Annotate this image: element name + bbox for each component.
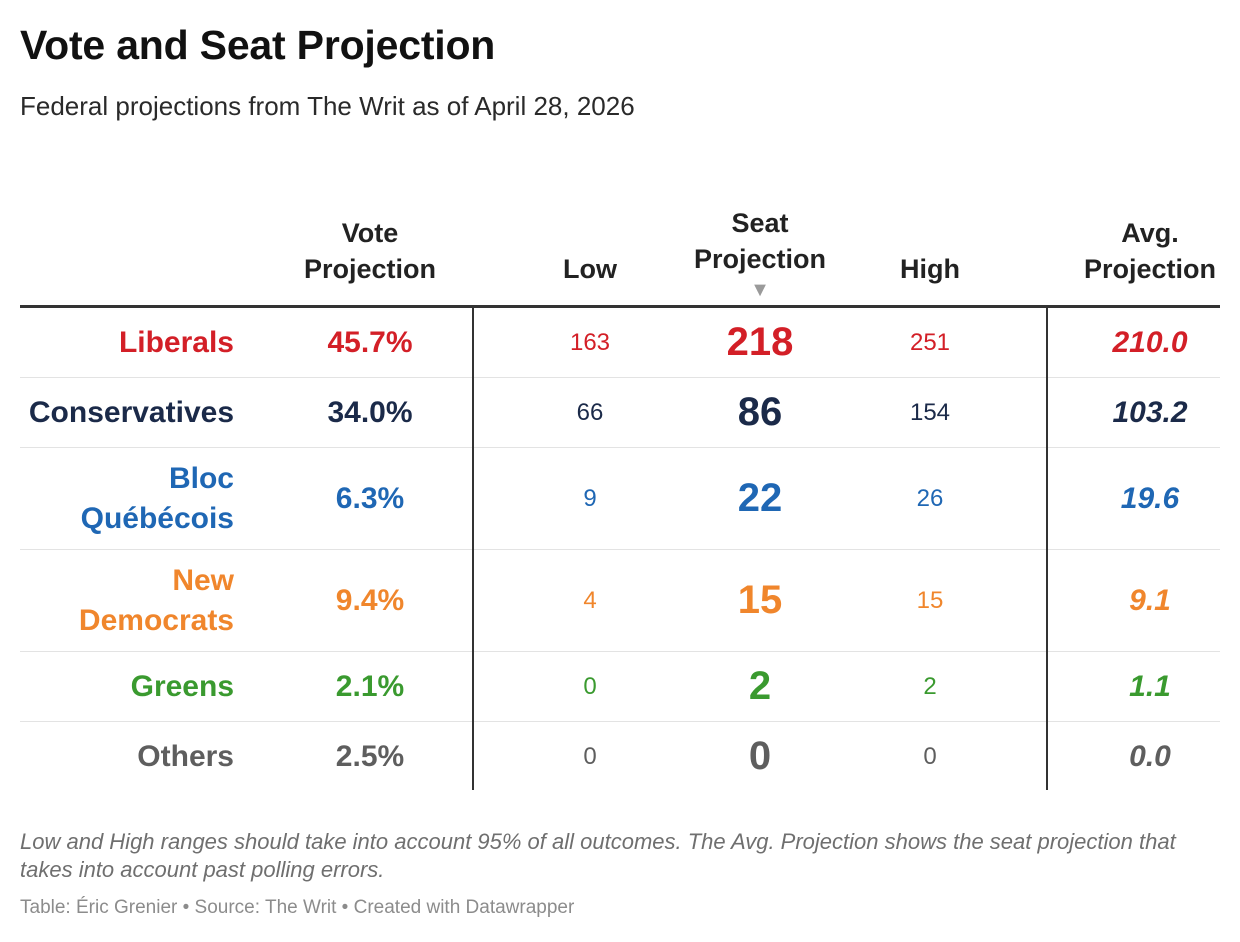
seat-projection-header[interactable]: Seat Projection ▼ bbox=[660, 205, 860, 301]
avg-projection-cell: 0.0 bbox=[1129, 739, 1171, 773]
column-divider-left bbox=[472, 308, 474, 790]
page-title: Vote and Seat Projection bbox=[20, 22, 496, 68]
page-subtitle: Federal projections from The Writ as of … bbox=[20, 91, 635, 121]
table-header: Vote Projection Low Seat Projection ▼ Hi… bbox=[20, 170, 1220, 308]
party-name-line1: New bbox=[172, 563, 234, 597]
table-row: Bloc Québécois 6.3% 9 22 26 19.6 bbox=[20, 448, 1220, 550]
vote-projection-cell: 6.3% bbox=[335, 481, 405, 515]
avg-projection-header[interactable]: Avg. Projection bbox=[1050, 215, 1240, 287]
vote-projection-cell: 2.1% bbox=[335, 669, 405, 703]
seat-projection-cell: 22 bbox=[737, 476, 783, 520]
party-name-cell: Liberals bbox=[20, 308, 234, 377]
high-header[interactable]: High bbox=[880, 251, 980, 287]
seat-header-line2: Projection bbox=[693, 244, 827, 274]
seat-projection-cell: 15 bbox=[737, 578, 783, 622]
table-row: Liberals 45.7% 163 218 251 210.0 bbox=[20, 308, 1220, 378]
party-name-line2: Democrats bbox=[78, 603, 234, 637]
avg-header-line2: Projection bbox=[1083, 254, 1217, 284]
avg-projection-cell: 103.2 bbox=[1112, 395, 1188, 429]
column-divider-right bbox=[1046, 308, 1048, 790]
vote-header-line2: Projection bbox=[303, 254, 437, 284]
table-row: Conservatives 34.0% 66 86 154 103.2 bbox=[20, 378, 1220, 448]
seat-projection-cell: 2 bbox=[748, 664, 772, 708]
party-name-cell: Conservatives bbox=[20, 378, 234, 447]
seat-high-cell: 251 bbox=[909, 328, 951, 356]
high-header-label: High bbox=[900, 254, 960, 284]
seat-high-cell: 2 bbox=[923, 672, 937, 700]
vote-projection-cell: 45.7% bbox=[327, 325, 413, 359]
table-row: Others 2.5% 0 0 0 0.0 bbox=[20, 722, 1220, 791]
vote-projection-header[interactable]: Vote Projection bbox=[270, 215, 470, 287]
seat-header-line1: Seat bbox=[731, 208, 789, 238]
party-name-line1: Liberals bbox=[118, 325, 234, 359]
vote-projection-cell: 34.0% bbox=[327, 395, 413, 429]
low-header[interactable]: Low bbox=[540, 251, 640, 287]
seat-low-cell: 66 bbox=[576, 398, 604, 426]
party-name-line1: Conservatives bbox=[28, 395, 234, 429]
party-name-line1: Greens bbox=[130, 669, 234, 703]
seat-low-cell: 163 bbox=[569, 328, 611, 356]
sort-descending-icon[interactable]: ▼ bbox=[750, 279, 770, 301]
table-body: Liberals 45.7% 163 218 251 210.0 Conservatives… bbox=[20, 308, 1220, 791]
seat-low-cell: 4 bbox=[583, 586, 597, 614]
party-name-cell: Others bbox=[20, 722, 234, 791]
seat-projection-cell: 218 bbox=[726, 320, 794, 364]
seat-high-cell: 15 bbox=[916, 586, 944, 614]
vote-projection-cell: 2.5% bbox=[335, 739, 405, 773]
avg-projection-cell: 19.6 bbox=[1120, 481, 1180, 515]
party-name-cell: Bloc Québécois bbox=[20, 448, 234, 549]
seat-high-cell: 0 bbox=[923, 742, 937, 770]
vote-projection-cell: 9.4% bbox=[335, 583, 405, 617]
table-notes: Low and High ranges should take into acc… bbox=[20, 829, 1176, 882]
avg-projection-cell: 1.1 bbox=[1129, 669, 1171, 703]
party-name-cell: Greens bbox=[20, 652, 234, 721]
table-row: New Democrats 9.4% 4 15 15 9.1 bbox=[20, 550, 1220, 652]
seat-low-cell: 0 bbox=[583, 742, 597, 770]
seat-projection-cell: 0 bbox=[748, 734, 772, 778]
seat-high-cell: 154 bbox=[909, 398, 951, 426]
avg-projection-cell: 9.1 bbox=[1129, 583, 1171, 617]
table-row: Greens 2.1% 0 2 2 1.1 bbox=[20, 652, 1220, 722]
low-header-label: Low bbox=[563, 254, 617, 284]
seat-projection-cell: 86 bbox=[737, 390, 783, 434]
seat-low-cell: 0 bbox=[583, 672, 597, 700]
table-credit: Table: Éric Grenier • Source: The Writ •… bbox=[20, 897, 575, 918]
party-name-line2: Québécois bbox=[80, 501, 234, 535]
vote-header-line1: Vote bbox=[341, 218, 399, 248]
party-name-line1: Others bbox=[137, 739, 234, 773]
party-name-cell: New Democrats bbox=[20, 550, 234, 651]
projection-table: Vote Projection Low Seat Projection ▼ Hi… bbox=[20, 170, 1220, 791]
avg-projection-cell: 210.0 bbox=[1112, 325, 1188, 359]
party-name-line1: Bloc bbox=[168, 461, 234, 495]
avg-header-line1: Avg. bbox=[1121, 218, 1179, 248]
seat-low-cell: 9 bbox=[583, 484, 597, 512]
seat-high-cell: 26 bbox=[916, 484, 944, 512]
